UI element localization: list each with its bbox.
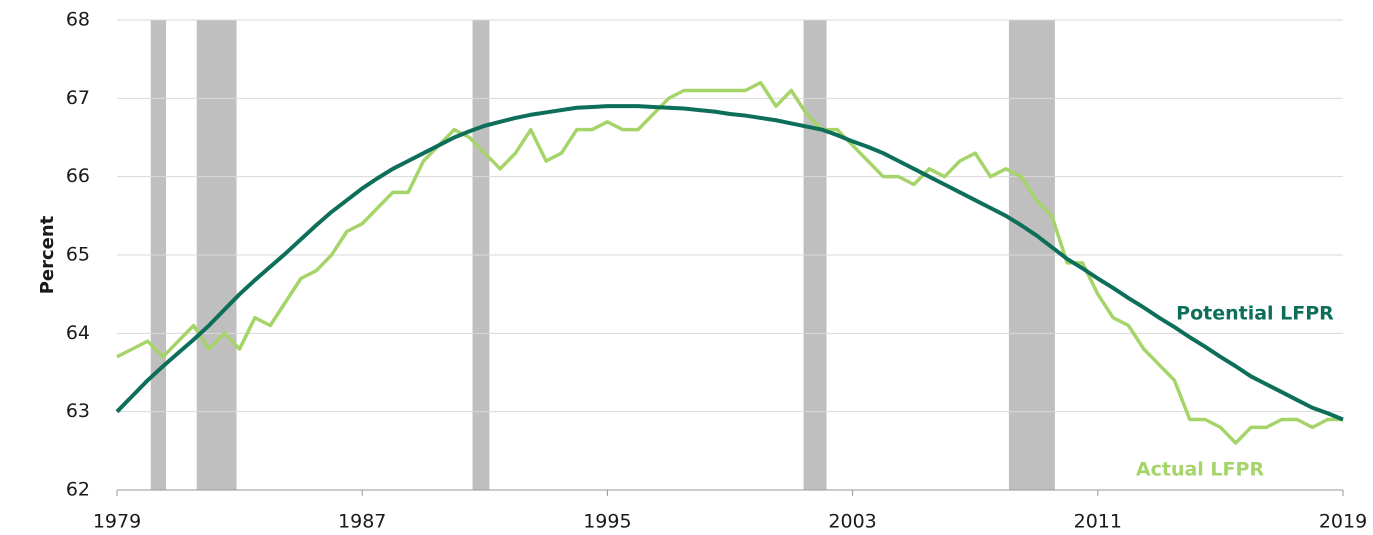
x-tick-label: 1995 <box>583 511 631 533</box>
series-label: Actual LFPR <box>1136 459 1265 481</box>
y-tick-label: 67 <box>66 87 90 109</box>
x-tick-label: 1987 <box>338 511 386 533</box>
y-tick-label: 63 <box>66 400 90 422</box>
series-line <box>115 104 1344 422</box>
y-tick-label: 62 <box>66 479 90 501</box>
y-tick-label: 64 <box>66 322 90 344</box>
x-tick-label: 2011 <box>1074 511 1122 533</box>
x-tick-label: 2019 <box>1319 511 1367 533</box>
x-tick-label: 1979 <box>93 511 141 533</box>
y-tick-label: 68 <box>66 9 90 31</box>
y-tick-label: 65 <box>66 244 90 266</box>
y-tick-label: 66 <box>66 165 90 187</box>
series-label: Potential LFPR <box>1176 303 1334 325</box>
y-axis-title: Percent <box>37 215 58 294</box>
series-line <box>116 80 1343 445</box>
x-tick-label: 2003 <box>828 511 876 533</box>
